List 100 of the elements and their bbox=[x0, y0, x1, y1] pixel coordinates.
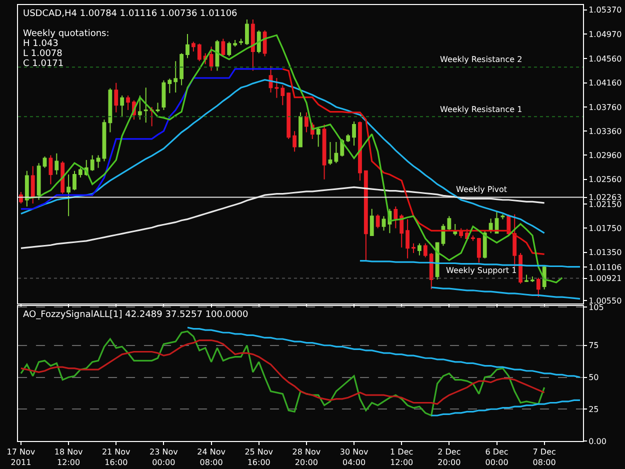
candlestick bbox=[186, 33, 190, 59]
candlestick bbox=[394, 206, 398, 229]
text: AO_FozzySignalALL[1] 42.2489 37.5257 100.0000 bbox=[23, 310, 249, 320]
candlestick bbox=[233, 39, 238, 48]
line-series bbox=[430, 399, 581, 416]
candlestick bbox=[96, 154, 100, 168]
candlestick bbox=[292, 130, 297, 152]
candlestick bbox=[382, 216, 386, 232]
candlestick bbox=[518, 252, 523, 284]
candlestick bbox=[126, 95, 130, 110]
candlestick bbox=[54, 152, 59, 176]
line-series bbox=[359, 260, 581, 268]
candlestick bbox=[400, 214, 404, 248]
annotation: H 1.043 bbox=[23, 39, 58, 49]
candlestick bbox=[90, 154, 94, 172]
y-tick-label: 1.04970 bbox=[588, 30, 622, 39]
line-series bbox=[20, 68, 284, 210]
y-tick-label: 105 bbox=[588, 302, 604, 312]
candlestick bbox=[138, 95, 142, 120]
x-tick-label: 1 Dec 12:00 bbox=[390, 448, 414, 467]
annotation: L 1.0078 bbox=[23, 49, 63, 59]
candlestick bbox=[316, 126, 320, 148]
candlestick bbox=[108, 88, 112, 133]
candlestick bbox=[114, 82, 118, 113]
line-series bbox=[430, 286, 581, 300]
candlestick bbox=[197, 43, 202, 62]
x-tick-label: 25 Nov 16:00 bbox=[244, 448, 274, 467]
candlestick bbox=[376, 214, 380, 229]
candlestick bbox=[328, 141, 332, 166]
candlestick bbox=[48, 154, 53, 185]
y-tick-label: 1.00921 bbox=[588, 274, 622, 284]
candlestick bbox=[72, 170, 76, 191]
line-series bbox=[282, 68, 546, 255]
candlestick bbox=[180, 52, 184, 86]
y-tick-label: 0.00 bbox=[588, 436, 606, 446]
line-series bbox=[186, 326, 581, 378]
x-tick-label: 6 Dec 00:00 bbox=[485, 448, 508, 467]
ref-line-label: Weekly Resistance 1 bbox=[440, 105, 522, 114]
x-tick-label: 17 Nov 2011 bbox=[6, 448, 36, 467]
y-tick-label: 1.02560 bbox=[588, 175, 622, 184]
y-tick-label: 50 bbox=[588, 373, 599, 382]
x-tick-label: 23 Nov 00:00 bbox=[150, 448, 178, 467]
candlestick bbox=[256, 30, 261, 54]
annotation: C 1.0171 bbox=[23, 59, 64, 69]
candlestick bbox=[66, 174, 71, 217]
candlestick bbox=[174, 60, 178, 93]
candlestick bbox=[144, 87, 148, 124]
ref-line-label: Weekly Pivot bbox=[456, 185, 508, 194]
candlestick bbox=[274, 78, 279, 98]
x-tick-label: 24 Nov 08:00 bbox=[197, 448, 226, 467]
candlestick bbox=[209, 46, 214, 72]
candlestick bbox=[370, 208, 374, 236]
line-series bbox=[20, 79, 546, 234]
y-tick-label: 25 bbox=[588, 404, 599, 414]
candlestick bbox=[168, 78, 172, 94]
candlestick bbox=[24, 170, 29, 208]
candlestick bbox=[524, 274, 528, 282]
candlestick bbox=[471, 234, 475, 242]
ref-line-label: Weekly Resistance 2 bbox=[440, 55, 522, 64]
candlestick bbox=[245, 18, 249, 46]
y-tick-label: 1.01106 bbox=[588, 262, 622, 272]
candlestick bbox=[530, 276, 534, 282]
candlestick bbox=[488, 218, 493, 234]
candlestick bbox=[298, 112, 302, 148]
candlestick bbox=[304, 112, 308, 133]
candlestick bbox=[250, 18, 255, 72]
candlestick bbox=[120, 95, 124, 118]
candlestick bbox=[239, 38, 243, 46]
y-tick-label: 1.04160 bbox=[588, 78, 622, 88]
candlestick bbox=[476, 237, 481, 264]
candlestick bbox=[150, 106, 154, 127]
candlestick bbox=[406, 218, 410, 259]
line-series bbox=[20, 330, 546, 416]
candlestick bbox=[417, 242, 422, 256]
candlestick bbox=[346, 134, 350, 142]
candlestick bbox=[536, 277, 540, 298]
candlestick bbox=[60, 160, 65, 194]
candlestick bbox=[156, 102, 160, 113]
y-tick-label: 75 bbox=[588, 341, 599, 350]
chart-title: USDCAD,H4 1.00784 1.01116 1.00736 1.01106 bbox=[23, 9, 238, 19]
candlestick bbox=[500, 214, 505, 220]
y-tick-label: 1.03360 bbox=[588, 126, 622, 136]
y-tick-label: 1.03760 bbox=[588, 102, 622, 112]
candlestick bbox=[322, 124, 326, 180]
line-series bbox=[20, 339, 546, 405]
candlestick bbox=[36, 162, 41, 200]
annotation: Weekly quotations: bbox=[23, 29, 110, 39]
candlestick bbox=[227, 41, 232, 57]
y-tick-label: 1.02263 bbox=[588, 193, 622, 202]
candlestick bbox=[364, 170, 368, 261]
candlestick bbox=[429, 252, 434, 290]
candlestick bbox=[423, 242, 428, 258]
ref-line-label: Weekly Support 1 bbox=[446, 266, 517, 275]
candlestick bbox=[286, 92, 291, 140]
candlestick bbox=[352, 120, 356, 146]
x-tick-label: 21 Nov 16:00 bbox=[102, 448, 131, 467]
x-tick-label: 28 Nov 20:00 bbox=[292, 448, 321, 467]
x-tick-label: 7 Dec 08:00 bbox=[532, 448, 556, 467]
candlestick bbox=[102, 119, 106, 162]
x-tick-label: 30 Nov 04:00 bbox=[340, 448, 368, 467]
